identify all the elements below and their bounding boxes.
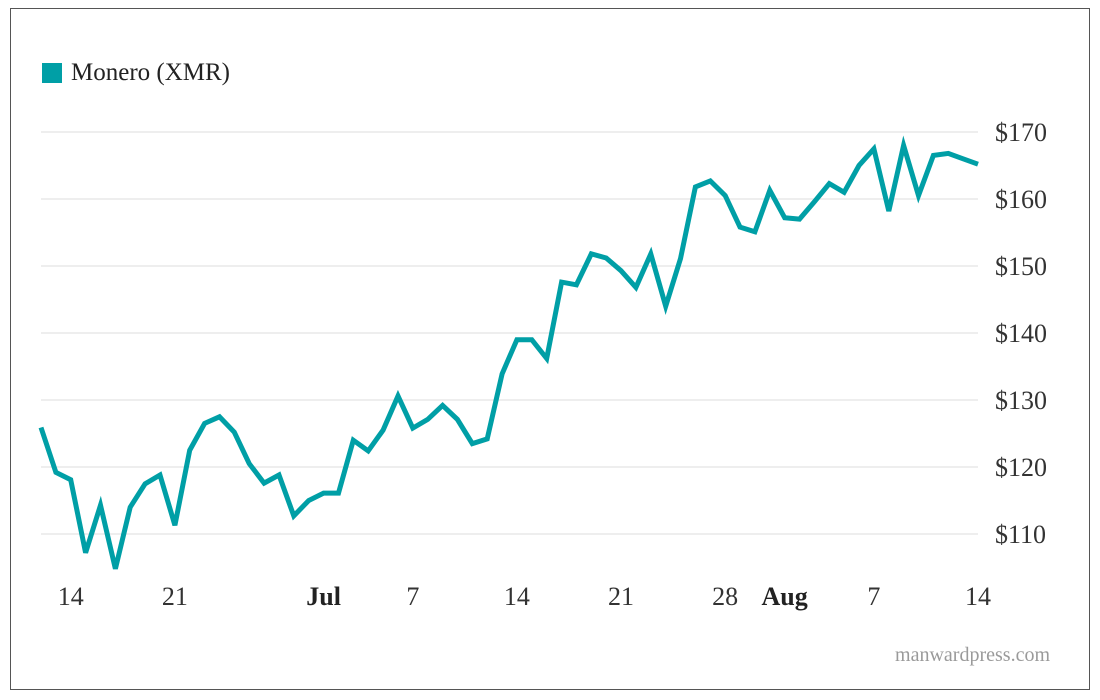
x-axis-ticks: 14 21 Jul 7 14 21 28 Aug 7 14 xyxy=(58,582,991,611)
x-tick-label: 7 xyxy=(867,582,880,611)
x-tick-label: Aug xyxy=(762,582,808,611)
source-credit: manwardpress.com xyxy=(895,644,1050,666)
x-tick-label: 7 xyxy=(406,582,419,611)
x-tick-label: 28 xyxy=(712,582,738,611)
gridlines xyxy=(41,131,978,535)
x-tick-label: 14 xyxy=(58,582,84,611)
legend-swatch xyxy=(42,62,62,83)
y-tick-label: $120 xyxy=(995,453,1047,482)
y-tick-label: $150 xyxy=(995,252,1047,281)
y-tick-label: $160 xyxy=(995,185,1047,214)
y-tick-label: $130 xyxy=(995,386,1047,415)
x-tick-label: 21 xyxy=(162,582,188,611)
y-tick-label: $110 xyxy=(995,520,1046,549)
x-tick-label: 14 xyxy=(504,582,530,611)
legend-label: Monero (XMR) xyxy=(71,59,231,86)
series-line-monero xyxy=(38,135,979,570)
legend: Monero (XMR) xyxy=(42,60,230,85)
series-layer xyxy=(38,135,979,570)
y-tick-label: $170 xyxy=(995,118,1047,147)
x-tick-label: Jul xyxy=(306,582,341,611)
y-tick-label: $140 xyxy=(995,319,1047,348)
x-tick-label: 21 xyxy=(608,582,634,611)
x-tick-label: 14 xyxy=(965,582,991,611)
y-axis-ticks: $110 $120 $130 $140 $150 $160 $170 xyxy=(995,118,1047,549)
